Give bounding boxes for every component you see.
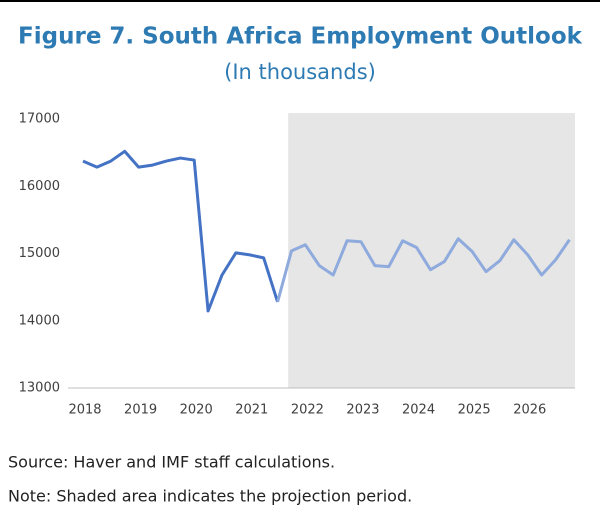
projection-shade [288,113,575,388]
y-tick-label: 16000 [19,179,60,194]
source-note: Source: Haver and IMF staff calculations… [8,453,335,472]
x-tick-label: 2022 [291,403,324,418]
series-line [82,149,280,313]
chart-subtitle: (In thousands) [224,60,376,84]
footnote: Note: Shaded area indicates the projecti… [8,487,412,506]
y-tick-label: 14000 [19,313,60,328]
series-line [276,237,571,303]
x-tick-label: 2025 [458,403,491,418]
x-tick-label: 2021 [235,403,268,418]
chart-title: Figure 7. South Africa Employment Outloo… [18,24,583,50]
x-tick-label: 2019 [124,403,157,418]
y-tick-label: 15000 [19,246,60,261]
x-tick-label: 2020 [180,403,213,418]
x-tick-label: 2023 [346,403,379,418]
y-tick-label: 17000 [19,112,60,127]
x-tick-label: 2024 [402,403,435,418]
x-tick-label: 2018 [68,403,101,418]
x-tick-label: 2026 [513,403,546,418]
y-tick-label: 13000 [19,381,60,396]
